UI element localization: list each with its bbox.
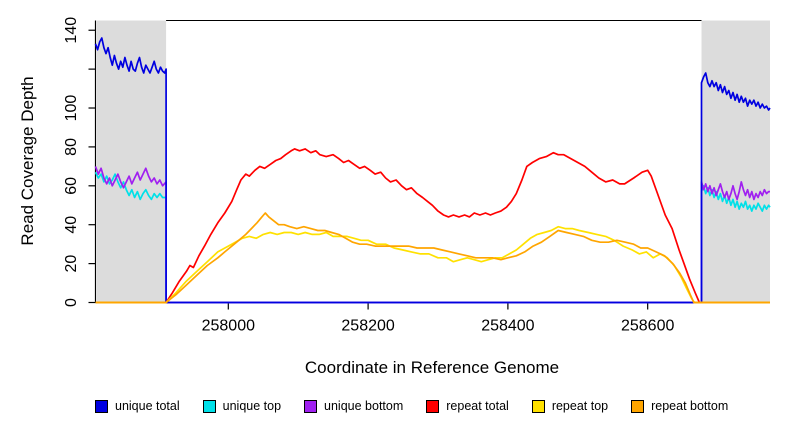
legend-item-repeat-total: repeat total [426,399,509,413]
legend-swatch [426,399,440,413]
legend-label: unique bottom [324,399,404,413]
y-tick-label: 0 [63,298,80,307]
y-tick-label: 40 [63,216,80,234]
legend-swatch [531,399,545,413]
legend-label: repeat total [446,399,509,413]
series-line-repeat-total [95,148,770,304]
legend-swatch [95,399,108,413]
shaded-region [701,20,770,303]
y-tick-label: 140 [63,17,80,44]
y-tick-label: 100 [63,95,80,122]
x-tick-label: 258000 [202,318,255,335]
y-tick-label: 60 [63,177,80,195]
shaded-region [96,20,167,303]
legend-swatch [304,399,318,413]
legend-swatch [631,399,645,413]
legend-label: unique total [115,399,180,413]
legend-item-unique-top: unique top [202,399,282,413]
legend-label: repeat bottom [651,399,729,413]
y-tick-label: 80 [63,138,80,156]
y-tick-label: 20 [63,255,80,273]
series-line-unique-top [94,171,771,304]
legend-label: unique top [222,399,282,413]
chart-layer: 0 20 40 60 80 100 140 258000 258200 258400 258600 [63,17,771,335]
y-axis-title: Read Coverage Depth [18,76,37,245]
legend-item-unique-total: unique total [95,399,180,413]
legend-item-repeat-top: repeat top [531,399,609,413]
x-tick-label: 258200 [341,318,394,335]
legend-item-repeat-bottom: repeat bottom [631,399,728,413]
series-line-unique-bottom [94,166,770,304]
series-line-repeat-top [95,225,770,304]
series-line-repeat-bottom [95,212,770,304]
x-tick-label: 258600 [621,318,674,335]
series-line-unique-total [94,37,771,304]
legend-item-unique-bottom: unique bottom [304,399,403,413]
legend-label: repeat top [551,399,609,413]
legend-swatch [202,399,216,413]
x-axis-title: Coordinate in Reference Genome [305,358,559,377]
legend: unique total unique top unique bottom repea… [95,399,728,413]
x-tick-label: 258400 [481,318,534,335]
